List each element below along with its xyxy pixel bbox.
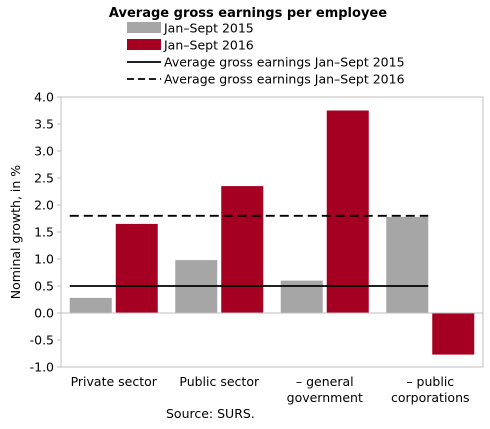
y-tick-label: -0.5 <box>30 333 54 348</box>
y-tick-label: -1.0 <box>30 360 54 375</box>
y-axis-label: Nominal growth, in % <box>8 165 23 299</box>
bar <box>69 297 112 313</box>
y-tick-label: 4.0 <box>34 90 54 105</box>
plot-area: -1.0 -0.5 0.0 0.5 1.0 1.5 2.0 2.5 3.0 3.5 4.0 Priva… <box>30 90 484 405</box>
y-tick-label: 1.0 <box>34 252 54 267</box>
y-tick-label: 1.5 <box>34 225 54 240</box>
category-label: Public sector <box>179 374 260 389</box>
legend-swatch <box>127 39 161 50</box>
category-label: Private sector <box>71 374 158 389</box>
legend: Jan–Sept 2015 Jan–Sept 2016 Average gross … <box>127 21 405 87</box>
legend-label: Average gross earnings Jan–Sept 2016 <box>164 72 405 87</box>
y-tick-label: 0.0 <box>34 306 54 321</box>
legend-swatch <box>127 22 161 33</box>
bar <box>221 186 264 313</box>
legend-label: Average gross earnings Jan–Sept 2015 <box>164 55 405 70</box>
source-note: Source: SURS. <box>166 406 255 421</box>
bar <box>432 313 475 355</box>
legend-label: Jan–Sept 2015 <box>163 21 254 36</box>
legend-label: Jan–Sept 2016 <box>163 38 254 53</box>
category-label: – general <box>296 374 354 389</box>
y-tick-label: 2.5 <box>34 171 54 186</box>
bar <box>115 223 158 313</box>
y-tick-label: 0.5 <box>34 279 54 294</box>
bar <box>326 110 369 313</box>
y-tick-label: 3.0 <box>34 144 54 159</box>
chart-title: Average gross earnings per employee <box>109 6 387 21</box>
y-tick-label: 3.5 <box>34 117 54 132</box>
category-label: – public <box>406 374 454 389</box>
y-tick-label: 2.0 <box>34 198 54 213</box>
category-label: government <box>287 390 363 405</box>
bar <box>386 216 429 313</box>
category-label: corporations <box>391 390 470 405</box>
